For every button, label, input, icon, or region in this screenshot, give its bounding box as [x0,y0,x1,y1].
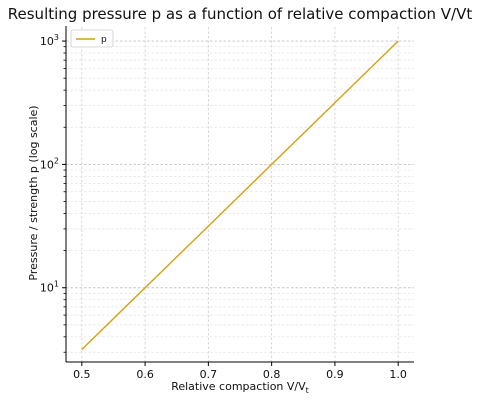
x-tick-label: 1.0 [389,368,407,381]
x-axis-label: Relative compaction V/Vt [171,380,309,395]
chart-title: Resulting pressure p as a function of re… [8,5,473,23]
grid [66,27,414,362]
x-tick-label: 0.6 [136,368,154,381]
axes [65,26,414,363]
x-tick-label: 0.8 [263,368,281,381]
plot-area [81,40,399,350]
y-tick-label-base: 10 [40,282,54,295]
x-tick-label: 0.5 [73,368,91,381]
y-tick-label-base: 10 [40,158,54,171]
y-tick-label: 103 [40,33,59,48]
x-axis-label-subscript: t [306,386,309,395]
y-tick-label: 101 [40,280,59,295]
x-tick-label: 0.9 [326,368,344,381]
y-tick-label-exponent: 3 [54,33,59,42]
x-axis-label-text: Relative compaction V/V [171,380,306,393]
y-tick-label-exponent: 1 [54,280,59,289]
series-line-p [81,40,399,350]
legend: p [70,29,114,48]
y-axis-label: Pressure / strength p (log scale) [27,105,40,280]
y-tick-label-exponent: 2 [54,156,59,165]
legend-label: p [101,35,107,45]
y-tick-label-base: 10 [40,35,54,48]
y-tick-label: 102 [40,156,59,171]
x-tick-label: 0.7 [200,368,218,381]
